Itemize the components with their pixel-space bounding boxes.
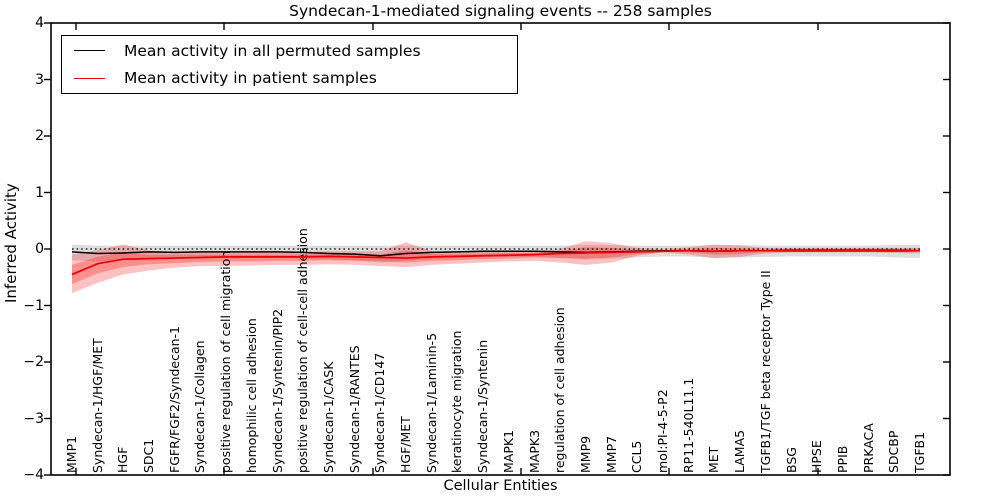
x-category-label: PRKACA bbox=[860, 423, 876, 473]
x-category-label: HPSE bbox=[809, 440, 825, 473]
y-tick-label: −1 bbox=[23, 297, 44, 314]
x-category-label: CCL5 bbox=[629, 440, 645, 473]
x-category-label: Syndecan-1/RANTES bbox=[346, 345, 362, 473]
legend-label-permuted: Mean activity in all permuted samples bbox=[124, 41, 421, 60]
x-category-label: SDC1 bbox=[141, 438, 157, 473]
x-category-label: PPIB bbox=[834, 445, 850, 473]
y-tick-label: 3 bbox=[35, 71, 44, 88]
x-category-label: TGFB1 bbox=[912, 431, 927, 473]
x-category-label: BSG bbox=[783, 447, 799, 473]
x-category-label: LAMA5 bbox=[732, 429, 748, 473]
x-category-label: Syndecan-1/Collagen bbox=[192, 340, 208, 473]
x-category-label: MMP9 bbox=[577, 435, 593, 473]
x-category-label: Syndecan-1/Syntenin bbox=[475, 339, 491, 473]
x-category-label: HGF/MET bbox=[398, 416, 414, 473]
legend-entry-permuted: Mean activity in all permuted samples bbox=[62, 38, 517, 64]
chart-title: Syndecan-1-mediated signaling events -- … bbox=[289, 2, 712, 20]
y-tick-label: −4 bbox=[23, 467, 44, 483]
x-category-label: MMP7 bbox=[603, 435, 619, 473]
legend-label-patient: Mean activity in patient samples bbox=[124, 69, 377, 88]
band-patient-range-outer bbox=[72, 241, 920, 294]
x-category-label: MAPK1 bbox=[500, 429, 516, 473]
x-category-label: RP11-540L11.1 bbox=[680, 377, 696, 473]
series-line-patient bbox=[71, 249, 921, 276]
x-category-label: Syndecan-1/HGF/MET bbox=[89, 338, 105, 473]
x-category-label: Syndecan-1/Laminin-5 bbox=[423, 332, 439, 473]
y-tick-label: −3 bbox=[23, 410, 44, 427]
y-tick-label: 4 bbox=[35, 15, 44, 31]
x-category-label: SDCBP bbox=[886, 430, 902, 473]
x-category-label: homophilic cell adhesion bbox=[243, 318, 259, 473]
y-tick-label: −2 bbox=[23, 354, 44, 370]
band-patient-range-inner bbox=[72, 247, 920, 285]
x-category-label: positive regulation of cell-cell adhesio… bbox=[295, 228, 311, 473]
x-category-label: MET bbox=[706, 446, 722, 473]
x-category-label: HGF bbox=[115, 446, 131, 473]
x-category-label: positive regulation of cell migration bbox=[218, 250, 234, 473]
x-category-label: mol:PI-4-5-P2 bbox=[655, 389, 671, 473]
legend-line-permuted-icon bbox=[74, 50, 105, 52]
legend: Mean activity in all permuted samples Me… bbox=[61, 35, 518, 94]
x-category-label: regulation of cell adhesion bbox=[552, 307, 568, 473]
y-tick-label: 1 bbox=[35, 184, 44, 201]
x-category-label: FGFR/FGF2/Syndecan-1 bbox=[166, 326, 182, 473]
y-tick-label: 0 bbox=[35, 241, 44, 257]
band-permuted-range bbox=[72, 244, 920, 263]
series-line-permuted bbox=[71, 249, 920, 257]
x-category-label: MMP1 bbox=[64, 435, 79, 473]
x-axis-label: Cellular Entities bbox=[443, 478, 558, 494]
x-category-label: MAPK3 bbox=[526, 429, 542, 473]
legend-line-patient-icon bbox=[74, 77, 105, 79]
x-category-label: TGFB1/TGF beta receptor Type II bbox=[757, 270, 773, 473]
x-category-label: keratinocyte migration bbox=[449, 330, 465, 473]
legend-entry-patient: Mean activity in patient samples bbox=[62, 65, 517, 91]
x-category-label: Syndecan-1/Syntenin/PIP2 bbox=[269, 308, 285, 473]
x-category-label: Syndecan-1/CASK bbox=[320, 361, 336, 473]
y-tick-label: 2 bbox=[35, 128, 44, 144]
x-category-label: Syndecan-1/CD147 bbox=[372, 352, 388, 473]
